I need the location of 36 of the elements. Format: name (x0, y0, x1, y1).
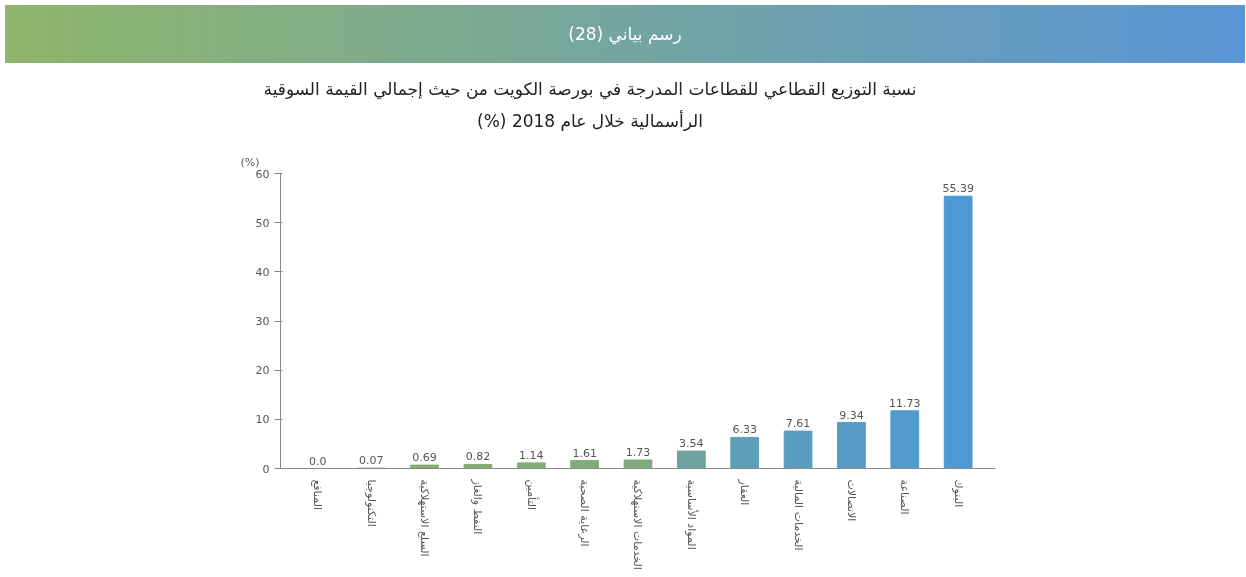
data-label: 0.0 (309, 454, 327, 468)
y-tick-label: 50 (255, 216, 270, 230)
x-tick-label: العقار (738, 478, 752, 506)
x-tick-label: السلع الاستهلاكية (418, 479, 432, 557)
data-label: 1.61 (572, 446, 597, 460)
x-tick-label: الصناعة (898, 479, 912, 515)
chart-title: نسبة التوزيع القطاعي للقطاعات المدرجة في بورصة الكويت من حيث إجمالي القيمة السوقية الرأسمالية خلال عام 2018 (%) (262, 78, 918, 133)
y-axis-title: (%) (240, 155, 260, 169)
data-label: 1.73 (625, 445, 651, 459)
x-tick-label: الخدمات الاستهلاكية (631, 479, 645, 570)
y-tick-label: 40 (255, 265, 270, 279)
data-label: 9.34 (839, 408, 864, 422)
data-label: 0.82 (465, 450, 491, 464)
y-tick-label: 30 (255, 315, 270, 328)
x-tick-label: الاتصالات (844, 479, 858, 522)
y-tick-label: 0 (262, 462, 270, 476)
text: رسم بياني (28) (568, 23, 682, 47)
x-tick-label: البنوك (951, 479, 965, 508)
data-label: 55.39 (942, 182, 974, 196)
y-tick-label: 10 (255, 413, 270, 427)
x-tick-label: المنافع (311, 479, 325, 511)
data-label: 7.61 (785, 417, 811, 431)
x-tick-label: المواد الأساسية (684, 479, 699, 550)
data-label: 11.73 (889, 396, 921, 410)
data-label: 6.33 (732, 423, 757, 437)
data-label: 0.07 (358, 454, 384, 468)
y-tick-label: 20 (255, 364, 270, 378)
data-label: 0.69 (412, 451, 437, 465)
y-tick-label: 60 (255, 167, 270, 181)
x-tick-label: النفط والغاز (471, 478, 485, 535)
data-label: 3.54 (679, 437, 704, 451)
x-tick-label: التكنولوجيا (364, 479, 378, 527)
x-tick-label: التأمين (524, 479, 540, 511)
x-tick-label: الرعاية الصحية (578, 479, 592, 547)
x-tick-label: الخدمات المالية (791, 479, 805, 551)
data-label: 1.14 (519, 448, 544, 462)
